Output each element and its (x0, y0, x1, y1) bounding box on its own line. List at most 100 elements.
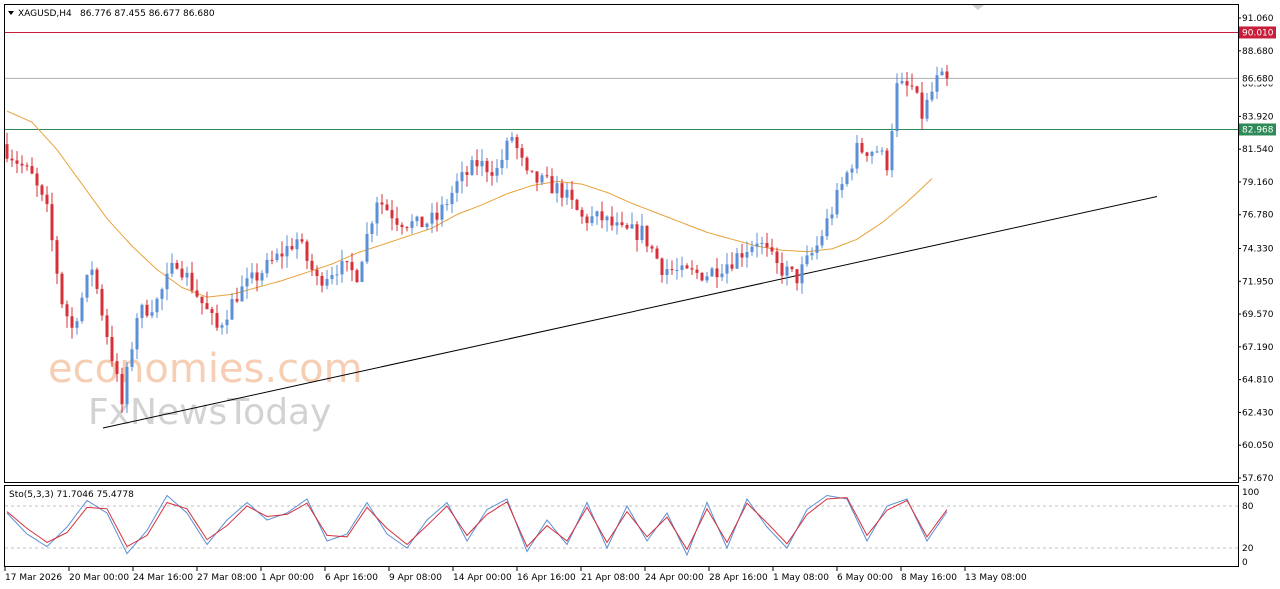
time-tick-label: 6 Apr 16:00 (325, 573, 378, 583)
chart-shift-triangle-icon[interactable] (972, 5, 984, 10)
candle-body (595, 211, 599, 217)
price-tick-label: 60.050 (1242, 441, 1274, 451)
candle-body (650, 246, 654, 249)
candle-body (135, 318, 139, 350)
time-tick-label: 14 Apr 00:00 (453, 573, 512, 583)
price-tick-label: 74.330 (1242, 244, 1274, 254)
price-tick-label: 71.950 (1242, 277, 1274, 287)
candle-body (185, 272, 189, 278)
candle-body (65, 304, 69, 317)
current-price-tag-bg (1239, 72, 1276, 85)
candle-body (505, 140, 509, 160)
candle-body (490, 172, 494, 176)
candle-body (620, 222, 624, 226)
candle-body (540, 175, 544, 183)
candle-body (720, 273, 724, 278)
candle-body (120, 373, 124, 405)
candle-body (315, 269, 319, 276)
candle-body (220, 325, 224, 328)
candle-body (570, 189, 574, 200)
stochastic-label: Sto(5,3,3) 71.7046 75.4778 (9, 490, 134, 500)
level-labels: 90.010 86.680 82.968 (1239, 26, 1276, 136)
price-tick-label: 76.780 (1242, 211, 1274, 221)
candle-body (5, 144, 9, 159)
candle-body (520, 148, 524, 158)
chart-menu-triangle-icon[interactable] (8, 11, 14, 15)
candle-body (745, 252, 749, 258)
candle-body (410, 221, 414, 228)
candle-body (55, 240, 59, 274)
price-tick-label: 83.920 (1242, 112, 1274, 122)
candle-body (80, 297, 84, 322)
candle-body (910, 85, 914, 87)
candle-body (100, 288, 104, 316)
stochastic-layer (5, 494, 1238, 557)
candle-body (945, 71, 949, 79)
candle-body (145, 304, 149, 316)
time-tick-label: 13 May 08:00 (965, 573, 1027, 583)
stochastic-tick-label: 0 (1242, 558, 1248, 568)
candle-body (785, 266, 789, 276)
time-tick-label: 9 Apr 08:00 (389, 573, 442, 583)
stochastic-frame (4, 485, 1239, 567)
candle-body (680, 265, 684, 270)
candle-body (655, 248, 659, 259)
stochastic-tick-label: 20 (1242, 544, 1254, 554)
price-tick-label: 86.300 (1242, 80, 1274, 90)
watermark-line2: FxNewsToday (88, 392, 331, 433)
candle-body (25, 165, 29, 167)
candle-body (685, 265, 689, 269)
candle-body (800, 264, 804, 284)
time-tick-label: 20 Mar 00:00 (69, 573, 129, 583)
support-price-tag: 82.968 (1242, 125, 1274, 135)
candle-body (155, 298, 159, 313)
candle-body (775, 251, 779, 264)
candle-body (40, 185, 44, 195)
candle-body (920, 92, 924, 119)
candle-body (15, 160, 19, 164)
candle-body (795, 269, 799, 284)
candle-body (770, 247, 774, 252)
candle-body (735, 253, 739, 269)
candle-body (625, 225, 629, 229)
candle-body (715, 268, 719, 278)
candle-body (830, 214, 834, 219)
candle-body (105, 315, 109, 337)
candle-body (730, 264, 734, 269)
time-tick-label: 17 Mar 2026 (5, 573, 62, 583)
candle-body (285, 246, 289, 257)
price-tick-label: 91.060 (1242, 14, 1274, 24)
price-tick-label: 88.680 (1242, 47, 1274, 57)
main-chart-frame (4, 4, 1239, 483)
price-axis: 91.060 88.680 86.300 83.920 81.540 79.160 76.7… (1238, 14, 1274, 484)
candle-body (590, 216, 594, 224)
candle-body (580, 209, 584, 217)
candle-body (790, 266, 794, 270)
time-tick-label: 8 May 16:00 (901, 573, 957, 583)
candle-body (750, 246, 754, 253)
time-tick-label: 27 Mar 08:00 (197, 573, 257, 583)
stochastic-tick-label: 100 (1242, 488, 1259, 498)
candle-body (740, 253, 744, 258)
candle-body (380, 202, 384, 205)
candle-body (170, 262, 174, 274)
candle-body (545, 175, 549, 177)
candle-body (755, 243, 759, 247)
candle-body (760, 242, 764, 244)
candle-body (205, 303, 209, 310)
price-tick-label: 67.190 (1242, 343, 1274, 353)
candle-body (880, 150, 884, 152)
time-tick-label: 28 Apr 16:00 (709, 573, 768, 583)
price-tick-label: 62.430 (1242, 408, 1274, 418)
candle-body (615, 222, 619, 226)
candle-body (635, 224, 639, 240)
candle-body (780, 263, 784, 276)
candle-body (360, 261, 364, 282)
candle-body (610, 216, 614, 226)
candle-body (530, 170, 534, 172)
candle-body (335, 274, 339, 276)
candle-body (35, 173, 39, 186)
time-tick-label: 24 Mar 16:00 (133, 573, 193, 583)
candle-body (470, 160, 474, 175)
